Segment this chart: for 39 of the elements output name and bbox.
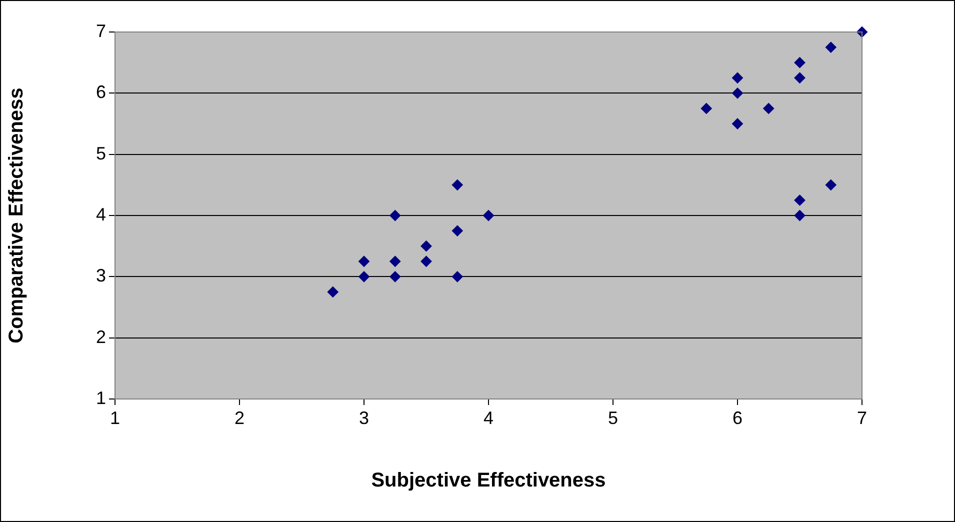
point	[358, 256, 370, 267]
point	[358, 271, 370, 282]
point	[732, 88, 743, 99]
point	[420, 240, 432, 252]
point	[390, 271, 401, 282]
point	[452, 179, 463, 190]
x-tick-label: 3	[358, 408, 370, 428]
point	[483, 210, 494, 221]
y-tick-label: 5	[96, 143, 106, 164]
x-tick-label: 7	[856, 408, 868, 428]
point	[825, 42, 836, 53]
point	[327, 286, 338, 298]
point	[732, 118, 743, 130]
point	[732, 72, 743, 84]
point	[452, 271, 463, 282]
y-tick-label: 7	[96, 20, 106, 41]
x-tick-label: 6	[732, 408, 743, 428]
point	[825, 179, 836, 190]
point	[794, 57, 806, 68]
point	[452, 225, 463, 236]
point	[420, 256, 432, 267]
x-tick-label: 2	[234, 408, 245, 428]
point	[763, 102, 774, 114]
point	[794, 72, 806, 84]
y-tick-label: 6	[96, 82, 106, 102]
y-tick-label: 4	[96, 204, 106, 224]
x-tick-label: 1	[110, 408, 120, 428]
x-axis-title: Subjective Effectiveness	[371, 470, 606, 492]
point	[794, 210, 806, 221]
point	[794, 194, 806, 206]
y-tick-label: 3	[96, 266, 106, 286]
point	[390, 256, 401, 267]
y-axis-title: Comparative Effectiveness	[6, 88, 28, 344]
x-tick-label: 4	[483, 408, 494, 428]
x-tick-label: 5	[608, 408, 618, 428]
point	[700, 102, 712, 114]
y-tick-label: 1	[96, 388, 106, 408]
point	[390, 210, 401, 221]
y-tick-label: 2	[96, 326, 106, 347]
